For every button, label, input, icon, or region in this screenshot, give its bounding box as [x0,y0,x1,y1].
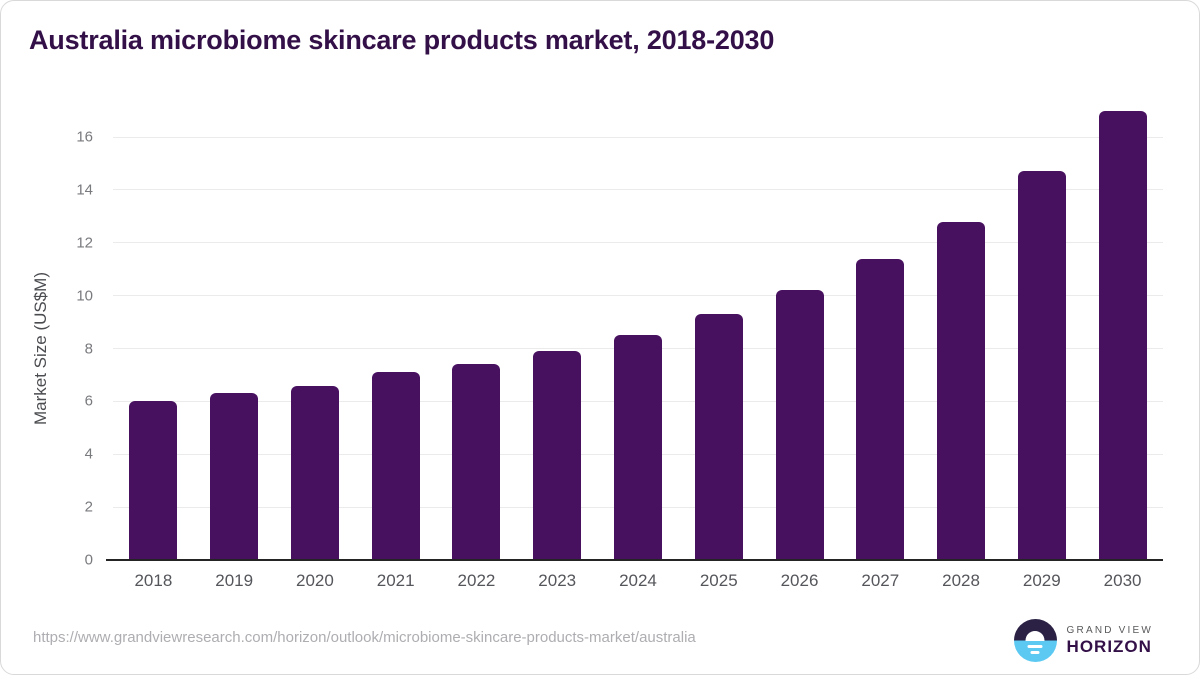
x-label-2023: 2023 [538,571,577,590]
x-label-2021: 2021 [376,571,415,590]
bar-2026[interactable] [775,290,824,560]
y-tick-6: 6 [84,392,93,410]
logo-text-horizon: HORIZON [1066,636,1152,656]
y-tick-8: 8 [84,340,93,357]
x-label-2026: 2026 [780,571,819,590]
bar-series [113,110,1163,560]
bar-column [275,385,356,560]
gridline [113,242,1163,244]
y-tick-0: 0 [84,551,93,569]
bar-column [598,335,679,560]
x-label-2024: 2024 [619,571,657,590]
x-axis-line [106,559,1163,561]
bar-2029[interactable] [1017,171,1066,560]
bar-2021[interactable] [371,372,420,560]
bar-column [759,290,840,560]
y-tick-16: 16 [76,128,93,146]
x-label-2030: 2030 [1103,571,1142,590]
bar-column [517,351,598,560]
source-url-link[interactable]: https://www.grandviewresearch.com/horizo… [33,629,696,646]
bar-column [1001,171,1082,560]
bar-2025[interactable] [694,314,743,560]
bar-2030[interactable] [1098,110,1147,560]
y-tick-2: 2 [84,498,93,516]
y-axis-tick-labels: 0 2 4 6 8 10 12 14 16 [45,130,93,568]
bar-column [436,364,517,560]
grand-view-horizon-logo: GRAND VIEW HORIZON [1013,619,1153,662]
bar-2018[interactable] [129,401,178,560]
x-label-2020: 2020 [296,571,334,590]
bar-column [1082,110,1163,560]
y-tick-12: 12 [76,234,93,252]
bar-column [355,372,436,560]
bar-2024[interactable] [613,335,662,560]
x-label-2022: 2022 [457,571,496,590]
bar-2028[interactable] [937,221,986,560]
plot-area [106,110,1163,561]
bar-column [678,314,759,560]
x-label-2019: 2019 [215,571,254,590]
y-tick-14: 14 [76,181,93,199]
y-tick-10: 10 [76,287,93,305]
bar-2020[interactable] [290,385,339,560]
bar-2022[interactable] [452,364,501,560]
y-tick-4: 4 [84,445,93,463]
x-label-2028: 2028 [942,571,980,590]
page-title: Australia microbiome skincare products m… [29,25,775,55]
bar-2027[interactable] [856,258,905,560]
wave-line-icon [1027,645,1043,648]
bar-column [921,221,1002,560]
x-label-2027: 2027 [861,571,900,590]
bar-2023[interactable] [533,351,582,560]
logo-text: GRAND VIEW HORIZON [1067,625,1153,657]
bar-2019[interactable] [210,393,259,560]
x-label-2018: 2018 [134,571,173,590]
x-label-2025: 2025 [699,571,738,590]
gridline [113,189,1163,191]
wave-line-icon [1030,651,1040,654]
bar-column [840,258,921,560]
bar-column [113,401,194,560]
gridline [113,136,1163,138]
logo-text-grand-view: GRAND VIEW [1066,624,1153,636]
gridline [113,295,1163,297]
horizon-sun-logo-icon [1013,619,1057,662]
x-axis-labels: 2018 2019 2020 2021 2022 2023 2024 2025 2026 2027… [113,571,1163,591]
sun-icon [1025,630,1045,641]
x-label-2029: 2029 [1022,571,1061,590]
bar-column [194,393,275,560]
